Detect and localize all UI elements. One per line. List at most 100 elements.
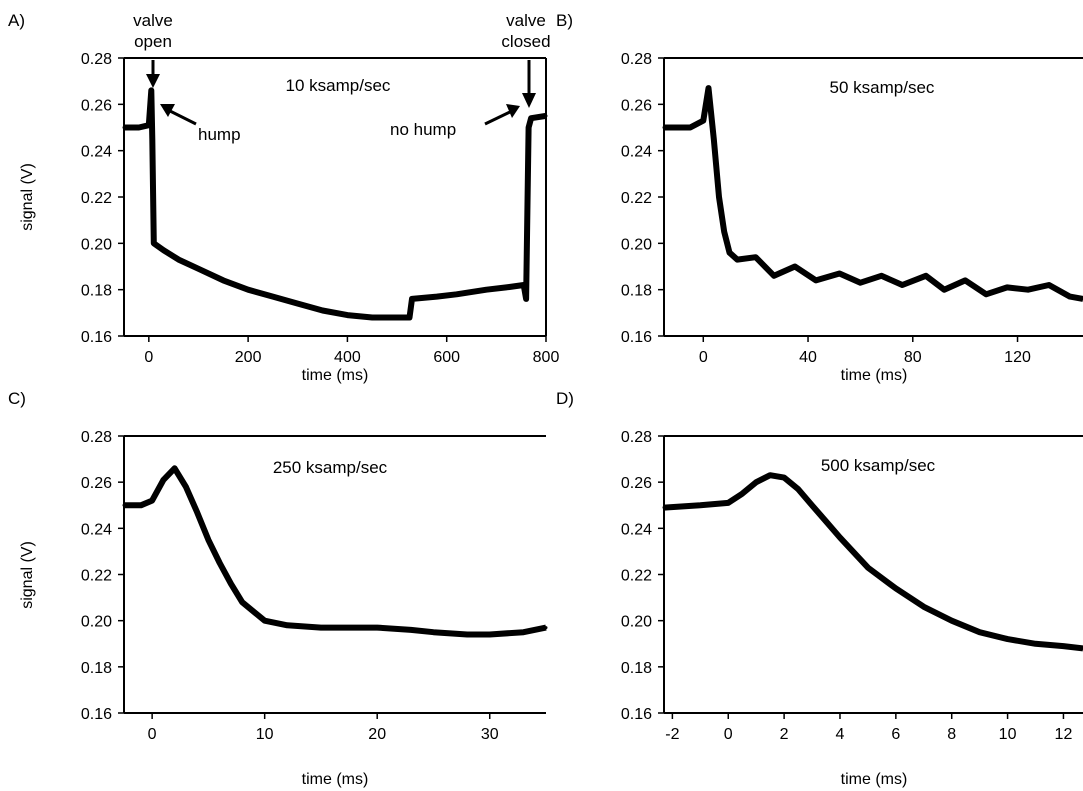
data-point <box>754 480 758 484</box>
data-point <box>726 501 730 505</box>
y-tick-label: 0.24 <box>81 144 112 161</box>
y-axis-label: signal (V) <box>19 163 36 231</box>
data-point <box>435 295 439 299</box>
data-point <box>527 126 531 129</box>
x-tick-label: 0 <box>699 349 708 366</box>
x-tick-label: 0 <box>148 726 157 743</box>
data-point <box>793 265 797 268</box>
data-point <box>894 586 898 590</box>
arrow-head-icon <box>522 93 536 108</box>
data-point <box>484 288 488 292</box>
data-point <box>727 251 731 255</box>
y-tick-label: 0.26 <box>81 97 112 114</box>
data-point <box>701 119 705 123</box>
data-point <box>963 278 967 282</box>
data-point <box>900 283 904 287</box>
y-tick-label: 0.22 <box>81 568 112 585</box>
data-point <box>246 288 250 292</box>
y-tick-label: 0.28 <box>81 429 112 446</box>
data-point <box>879 274 883 278</box>
data-point <box>455 292 459 296</box>
data-point <box>838 536 842 540</box>
data-point <box>147 123 151 127</box>
data-point <box>285 623 289 627</box>
panel-1: 0.16 0.18 0.20 0.22 0.24 0.26 0.28 0 40 80 120 B) 50… <box>556 11 1083 384</box>
data-point <box>195 510 199 514</box>
data-point <box>1034 642 1038 646</box>
y-tick-label: 0.20 <box>621 614 652 631</box>
x-tick-label: 600 <box>433 349 460 366</box>
data-point <box>529 116 533 120</box>
arrow-head-icon <box>146 74 160 88</box>
data-point <box>698 503 702 507</box>
y-tick-label: 0.26 <box>621 475 652 492</box>
data-point <box>409 628 413 632</box>
data-point <box>796 487 800 491</box>
data-point <box>162 248 166 252</box>
x-tick-label: 400 <box>334 349 361 366</box>
data-point <box>978 630 982 634</box>
y-tick-label: 0.20 <box>621 236 652 253</box>
panel-label: B) <box>556 11 573 30</box>
chart-title: 500 ksamp/sec <box>821 456 936 475</box>
data-point <box>1068 295 1072 299</box>
y-tick-label: 0.26 <box>621 97 652 114</box>
x-tick-label: 120 <box>1004 349 1031 366</box>
data-point <box>768 473 772 477</box>
chart-title: 250 ksamp/sec <box>273 458 388 477</box>
data-point <box>1005 285 1009 289</box>
data-point <box>122 503 126 507</box>
y-tick-label: 0.16 <box>81 706 112 723</box>
data-point <box>206 538 210 542</box>
data-point <box>137 126 141 129</box>
data-point <box>504 285 508 289</box>
data-point <box>717 195 721 199</box>
chart-title: 50 ksamp/sec <box>830 78 935 97</box>
y-tick-label: 0.18 <box>621 283 652 300</box>
x-tick-label: 80 <box>904 349 922 366</box>
data-point <box>152 241 156 245</box>
annotation-no-hump: no hump <box>390 120 456 139</box>
data-point <box>984 292 988 296</box>
x-tick-label: 10 <box>999 726 1017 743</box>
x-tick-label: 4 <box>836 726 845 743</box>
data-point <box>196 267 200 271</box>
y-tick-label: 0.18 <box>81 283 112 300</box>
data-point <box>772 274 776 278</box>
y-tick-label: 0.28 <box>81 51 112 68</box>
data-point <box>370 315 374 319</box>
annotation-valve-closed: valve closed <box>501 11 550 51</box>
data-point <box>837 271 841 275</box>
x-tick-label: -2 <box>665 726 679 743</box>
data-point <box>544 626 548 630</box>
data-point <box>522 283 526 287</box>
x-tick-label: 0 <box>144 349 153 366</box>
data-point <box>321 309 325 313</box>
data-point <box>544 114 548 118</box>
y-tick-label: 0.20 <box>81 614 112 631</box>
x-tick-label: 10 <box>256 726 274 743</box>
y-tick-label: 0.18 <box>621 660 652 677</box>
data-point <box>375 626 379 630</box>
data-point <box>122 126 126 129</box>
data-point <box>521 630 525 634</box>
panel-0: 0.16 0.18 0.20 0.22 0.24 0.26 0.28 0 200 400 600 80… <box>8 11 559 384</box>
x-tick-label: 6 <box>891 726 900 743</box>
panel-label: D) <box>556 389 574 408</box>
x-tick-label: 800 <box>533 349 560 366</box>
data-point <box>735 258 739 262</box>
data-point <box>407 315 411 319</box>
data-point <box>173 466 177 470</box>
data-point <box>1026 288 1030 292</box>
data-point <box>218 561 222 565</box>
series-line <box>124 87 547 321</box>
data-point <box>150 499 154 503</box>
series-line <box>663 472 1083 652</box>
x-tick-label: 200 <box>235 349 262 366</box>
data-point <box>950 619 954 623</box>
chart-title: 10 ksamp/sec <box>286 76 391 95</box>
y-tick-label: 0.22 <box>621 190 652 207</box>
data-point <box>395 315 399 319</box>
arrow-head-icon <box>506 104 520 118</box>
data-point <box>814 278 818 282</box>
